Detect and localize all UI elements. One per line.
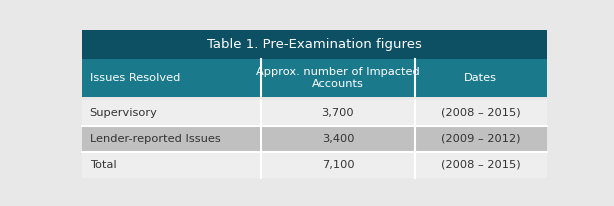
- Text: Issues Resolved: Issues Resolved: [90, 73, 180, 83]
- FancyBboxPatch shape: [262, 59, 414, 97]
- Text: 7,100: 7,100: [322, 160, 354, 170]
- FancyBboxPatch shape: [82, 99, 547, 126]
- FancyBboxPatch shape: [82, 126, 547, 152]
- Text: Dates: Dates: [464, 73, 497, 83]
- FancyBboxPatch shape: [414, 59, 547, 97]
- Text: Total: Total: [90, 160, 116, 170]
- FancyBboxPatch shape: [82, 59, 262, 97]
- Text: 3,700: 3,700: [322, 108, 354, 118]
- Text: Table 1. Pre-Examination figures: Table 1. Pre-Examination figures: [208, 38, 422, 51]
- FancyBboxPatch shape: [82, 30, 547, 59]
- FancyBboxPatch shape: [82, 152, 547, 178]
- Text: (2008 – 2015): (2008 – 2015): [441, 160, 521, 170]
- Text: Lender-reported Issues: Lender-reported Issues: [90, 134, 220, 144]
- Text: Approx. number of Impacted
Accounts: Approx. number of Impacted Accounts: [256, 67, 420, 89]
- Text: (2008 – 2015): (2008 – 2015): [441, 108, 521, 118]
- Text: 3,400: 3,400: [322, 134, 354, 144]
- Text: (2009 – 2012): (2009 – 2012): [441, 134, 521, 144]
- Text: Supervisory: Supervisory: [90, 108, 157, 118]
